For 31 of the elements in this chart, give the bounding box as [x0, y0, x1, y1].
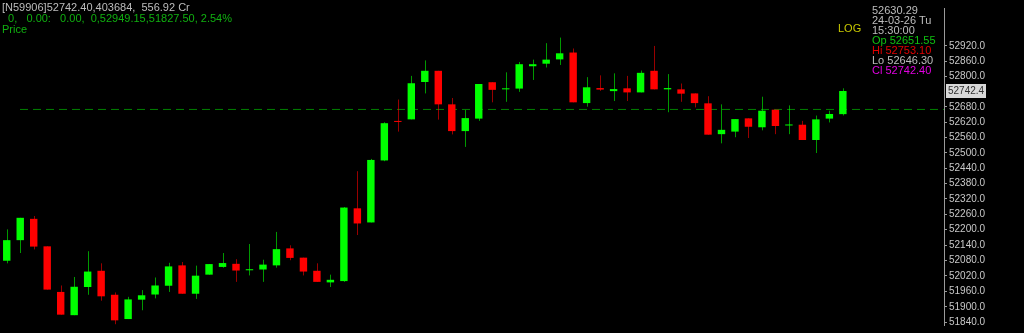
annotation: LOG	[838, 22, 862, 34]
annotation: Cl 52742.40	[872, 64, 932, 76]
y-tick-label: 52440.0	[949, 161, 986, 173]
chart-subtitle: 0, 0.00: 0.00, 0,52949.15,51827.50, 2.54%	[8, 12, 232, 24]
annotation: 52742.4	[946, 84, 987, 98]
y-tick-label: 52680.0	[949, 100, 986, 112]
y-tick-label: 52800.0	[949, 70, 986, 82]
annotation: 15:30:00	[872, 24, 915, 36]
y-tick-label: 52200.0	[949, 223, 986, 235]
y-tick-label: 52920.0	[949, 39, 986, 51]
annotation: Price	[2, 23, 28, 35]
y-tick-label: 52260.0	[949, 207, 986, 219]
y-tick-label: 51900.0	[949, 300, 986, 312]
y-tick-label: 52080.0	[949, 254, 986, 266]
y-tick-label: 52140.0	[949, 238, 986, 250]
y-tick-label: 52020.0	[949, 269, 986, 281]
y-tick-label: 52860.0	[949, 54, 986, 66]
y-tick-label: 52380.0	[949, 177, 986, 189]
y-tick-label: 52500.0	[949, 146, 986, 158]
y-tick-label: 51840.0	[949, 316, 986, 328]
annotation: 24-03-26 Tu	[872, 14, 932, 26]
annotation: Op 52651.55	[872, 34, 936, 46]
y-tick-label: 52560.0	[949, 131, 986, 143]
annotation: Lo 52646.30	[872, 54, 934, 66]
y-tick-label: 52320.0	[949, 192, 986, 204]
annotation: 52630.29	[872, 4, 918, 16]
y-tick-label: 52620.0	[949, 115, 986, 127]
chart-title: [N59906]52742.40,403684, 556.92 Cr	[2, 1, 190, 13]
annotation: Hi 52753.10	[872, 44, 932, 56]
candlestick	[596, 74, 604, 92]
y-tick-label: 51960.0	[949, 285, 986, 297]
